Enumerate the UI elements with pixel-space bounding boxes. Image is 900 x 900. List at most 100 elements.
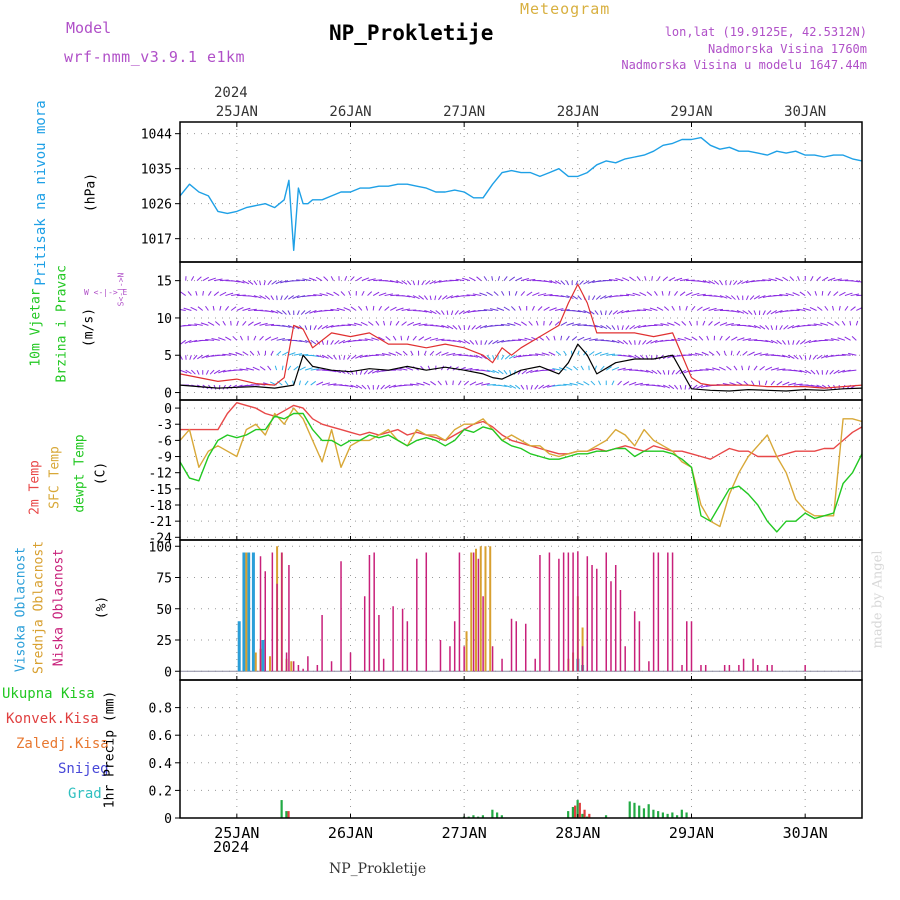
wind-barb: [209, 369, 215, 375]
pressure-line: [179, 136, 863, 252]
wind-barb: [583, 381, 590, 386]
wind-barb: [323, 276, 329, 282]
cloud-bar: [475, 548, 478, 672]
wind-barb: [611, 380, 615, 386]
cloud-bar: [752, 658, 754, 672]
cloud-unit: (%): [94, 595, 110, 620]
wind-barb: [462, 310, 471, 314]
wind-barb: [492, 369, 500, 374]
wind-barb: [605, 325, 612, 330]
wind-barb: [851, 335, 857, 341]
wind-barb: [770, 310, 777, 315]
wind-barb: [583, 280, 590, 285]
wind-barb: [549, 280, 557, 284]
temp-ylabel-2m: 2m Temp: [27, 460, 43, 515]
wind-barb: [503, 384, 512, 388]
wind-barb: [497, 369, 504, 375]
wind-barb: [259, 366, 266, 371]
wind-barb: [770, 380, 775, 386]
wind-barb: [469, 381, 477, 386]
wind-barb: [685, 305, 688, 311]
wind-barb: [807, 324, 817, 326]
wind-barb: [378, 336, 385, 341]
wind-barb: [441, 295, 448, 300]
wind-barb: [804, 369, 812, 374]
wind-barb: [708, 307, 717, 311]
wind-barb: [183, 307, 192, 311]
cloud-bar: [382, 658, 385, 672]
wind-barb: [423, 350, 427, 356]
wind-barb: [796, 308, 806, 311]
wind-barb: [736, 350, 741, 356]
wind-barb: [742, 324, 752, 328]
cloud-bar: [558, 558, 560, 672]
wind-barb: [683, 369, 692, 374]
cloud-ylabel-mid: Srednja Oblacnost: [31, 540, 47, 675]
wind-barb: [503, 306, 510, 311]
precip-bar: [680, 809, 683, 818]
wind-barb: [496, 339, 505, 344]
wind-barb: [833, 369, 840, 375]
wind-barb: [736, 310, 745, 314]
wind-barb: [677, 337, 686, 341]
precip-bar: [280, 800, 283, 818]
wind-barb: [310, 380, 316, 386]
wind-barb: [450, 310, 454, 316]
wind-barb: [488, 339, 493, 345]
wind-barb: [424, 336, 432, 341]
wind-barb: [742, 310, 749, 315]
gridlines: [180, 122, 862, 819]
wind-barb: [787, 340, 790, 345]
wind-barb: [517, 338, 527, 341]
wind-barb: [380, 384, 385, 390]
wind-barb: [850, 280, 860, 283]
wind-barb: [469, 368, 479, 371]
wind-barb: [418, 309, 428, 313]
wind-barb: [259, 295, 266, 300]
wind-barb: [657, 384, 666, 388]
wind-barb: [253, 280, 258, 286]
wind-barb: [548, 351, 556, 356]
wind-barb: [252, 366, 260, 371]
cloud-bar: [482, 596, 484, 672]
wind-barb: [572, 309, 581, 313]
wind-barb: [662, 384, 670, 389]
wind-barb: [304, 367, 313, 371]
wind-barb: [284, 380, 289, 386]
wind-barb: [712, 367, 721, 371]
wind-barb: [701, 351, 709, 356]
wind-barb: [576, 381, 584, 386]
wind-barb: [384, 306, 390, 311]
wind-barb: [764, 325, 770, 330]
wind-barb: [827, 277, 836, 282]
wind-barb: [649, 307, 658, 311]
wind-barb: [282, 338, 292, 341]
wind-barb: [280, 295, 283, 301]
wind-barb: [674, 321, 681, 326]
wind-barb: [622, 339, 629, 345]
wind-barb: [779, 325, 783, 330]
wind-barb: [281, 365, 284, 371]
wind-barb: [390, 306, 397, 311]
wind-barb: [723, 350, 727, 356]
cloud-bar: [572, 552, 574, 672]
precip-legend-total: Ukupna Kisa: [2, 686, 95, 702]
wind-barb: [827, 291, 831, 296]
ytick-label-2-2: -6: [156, 434, 172, 449]
wind-barb: [361, 277, 370, 282]
wind-barb: [180, 291, 186, 296]
wind-barb: [725, 323, 734, 326]
wind-barb: [589, 338, 598, 341]
ytick-label-3-3: 75: [156, 572, 172, 587]
wind-barb: [412, 335, 417, 341]
wind-barb: [513, 354, 522, 359]
wind-barb: [242, 280, 250, 285]
wind-barb: [378, 305, 382, 311]
wind-barb: [719, 295, 728, 299]
model-label: Model: [66, 19, 112, 37]
wind-barb: [799, 354, 803, 360]
wind-barb: [367, 384, 371, 390]
wind-barb: [549, 307, 557, 311]
wind-barb: [235, 351, 243, 356]
wind-barb: [674, 277, 683, 282]
